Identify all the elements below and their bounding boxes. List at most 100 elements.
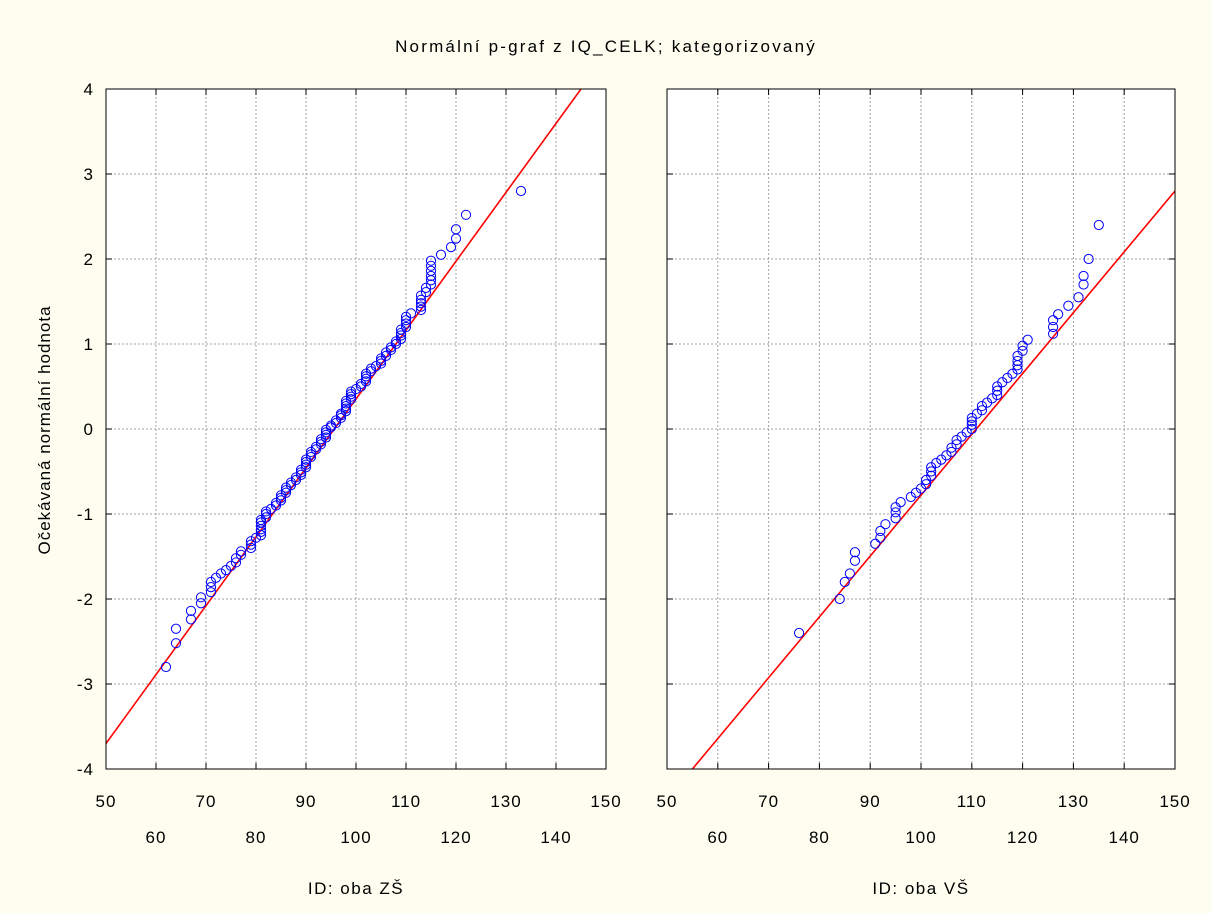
x-tick-label: 110 (957, 792, 987, 811)
data-point (340, 406, 352, 417)
data-point (400, 315, 412, 326)
x-tick-label: 80 (246, 828, 267, 847)
data-point (1053, 309, 1064, 320)
data-point (875, 525, 886, 537)
x-tick-label: 140 (1109, 828, 1140, 847)
x-tick-label: 90 (296, 792, 317, 811)
data-point (320, 432, 332, 443)
data-point (976, 400, 988, 412)
data-point (415, 304, 427, 316)
x-tick-label: 140 (540, 828, 571, 847)
data-point (215, 568, 227, 579)
data-point (445, 242, 457, 253)
data-point (245, 536, 257, 547)
data-point (834, 593, 845, 605)
data-point (920, 479, 932, 490)
data-point (1012, 364, 1023, 375)
data-point (844, 568, 855, 579)
data-point (315, 439, 327, 450)
data-point (380, 350, 392, 361)
data-point (425, 265, 437, 276)
data-point (375, 358, 387, 369)
data-point (1073, 292, 1084, 303)
chart-panel-2: 50 70 90 110 130 150 60 80 100 120 140 ID: oba VŠ (657, 88, 1190, 898)
x-tick-label: 50 (657, 792, 678, 811)
data-point (425, 279, 437, 290)
data-point (255, 514, 267, 526)
data-point (793, 627, 805, 639)
y-tick-label: -3 (77, 675, 94, 694)
data-point (395, 327, 407, 339)
data-point (895, 497, 906, 508)
data-point (300, 462, 312, 473)
data-point (951, 434, 962, 446)
data-point (295, 469, 307, 480)
x-tick-label: 130 (490, 792, 521, 811)
data-point (1022, 334, 1033, 345)
x-tick-label: 90 (860, 792, 881, 811)
data-point (415, 294, 427, 305)
data-point (450, 224, 462, 235)
data-point (890, 513, 901, 524)
data-point (951, 439, 962, 450)
y-tick-label: 4 (84, 80, 94, 99)
chart-panel-1: 50 70 90 110 130 150 60 80 100 120 140 4 3 2 1 0 -1 -2 -3 -… (77, 80, 621, 898)
data-point (385, 344, 397, 356)
data-point (375, 353, 387, 364)
fit-line (106, 89, 582, 744)
data-point (992, 389, 1003, 401)
data-point (941, 450, 952, 461)
data-point (230, 557, 242, 568)
data-point (225, 560, 237, 571)
data-point (880, 519, 891, 530)
data-point (265, 503, 277, 514)
data-point (1017, 340, 1028, 351)
x-axis-label: ID: oba VŠ (872, 879, 969, 898)
y-tick-label: 3 (84, 165, 94, 184)
data-point (460, 209, 472, 220)
data-point (987, 393, 998, 404)
data-point (340, 403, 352, 414)
data-point (390, 336, 402, 347)
data-point (245, 542, 257, 554)
x-tick-label: 100 (905, 828, 936, 847)
data-point (415, 301, 427, 312)
data-point (946, 442, 957, 453)
x-axis-label: ID: oba ZŠ (308, 879, 404, 898)
data-point (395, 324, 407, 335)
x-tick-label: 130 (1058, 792, 1089, 811)
y-tick-label: -4 (77, 760, 94, 779)
data-point (320, 429, 332, 441)
data-point (1083, 253, 1094, 265)
data-point (966, 416, 977, 427)
data-point (926, 470, 937, 481)
data-point (185, 614, 197, 625)
data-point (931, 457, 942, 469)
data-point (1017, 345, 1028, 356)
data-point (280, 487, 292, 498)
data-point (360, 376, 372, 387)
x-tick-label: 70 (196, 792, 217, 811)
data-point (890, 502, 901, 513)
y-tick-label: 2 (84, 250, 94, 269)
data-point (235, 546, 247, 557)
data-point (515, 185, 527, 197)
data-point (1047, 315, 1059, 326)
data-point (255, 520, 267, 532)
plot-frame (666, 88, 1176, 770)
data-point (385, 342, 397, 353)
data-point (435, 249, 447, 260)
data-point (340, 400, 352, 412)
data-point (1063, 300, 1074, 311)
data-point (961, 427, 972, 438)
data-point (205, 587, 217, 598)
data-point (305, 451, 317, 463)
x-tick-label: 150 (590, 792, 621, 811)
data-point (415, 298, 427, 309)
data-point (425, 260, 437, 271)
data-point (890, 507, 901, 518)
data-point (849, 547, 861, 558)
data-point (170, 638, 182, 649)
data-point (260, 512, 272, 523)
data-point (335, 412, 347, 424)
